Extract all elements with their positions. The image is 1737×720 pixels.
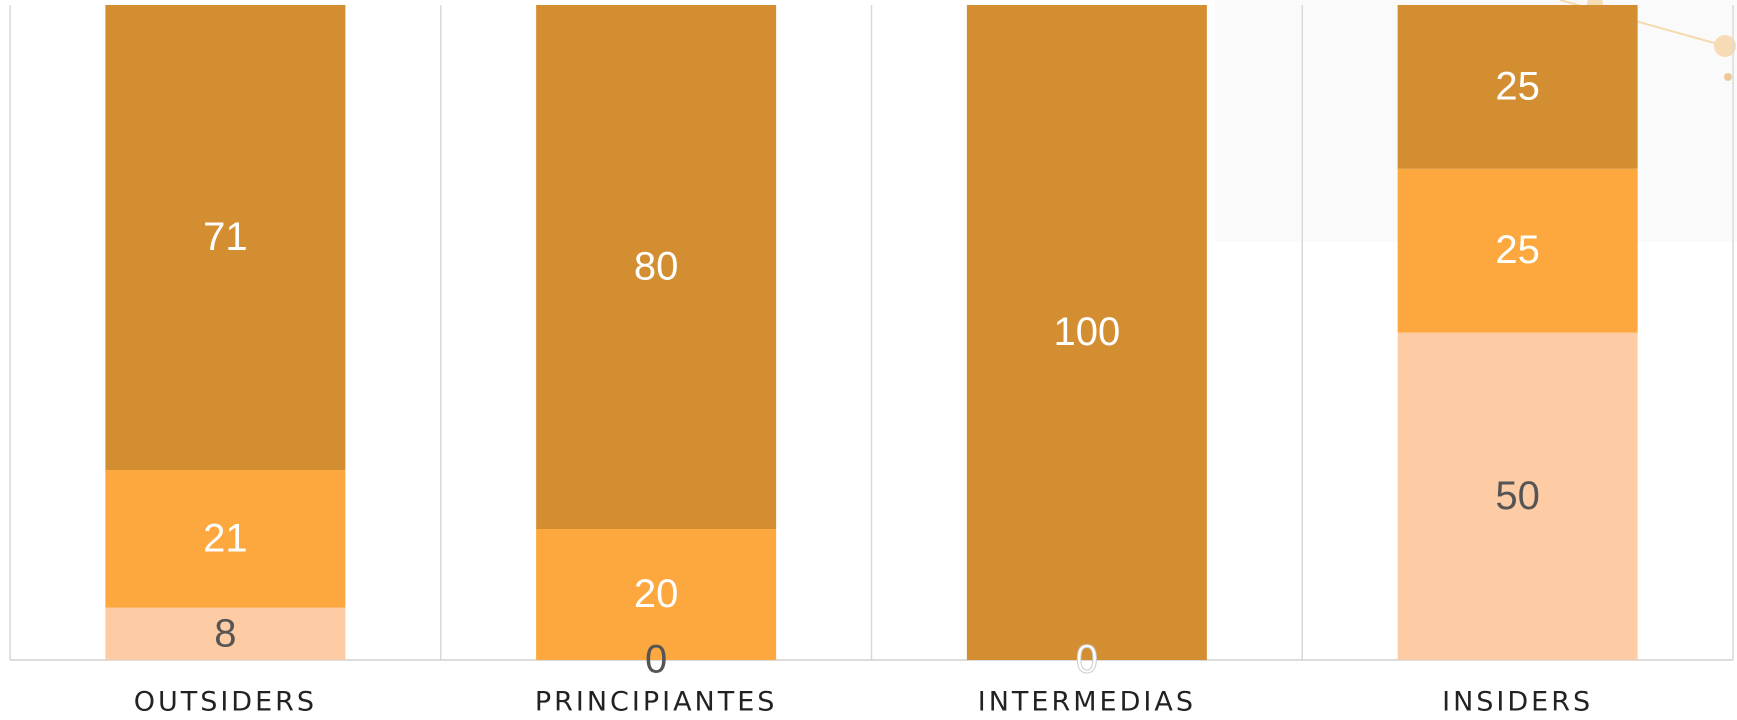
data-label: 8 [214,611,236,655]
data-label: 80 [634,245,679,289]
x-tick-label: OUTSIDERS [134,687,317,718]
chart: OUTSIDERS PRINCIPIANTES INTERMEDIAS INSIDER… [0,0,1737,720]
data-label: 100 [1054,310,1121,354]
data-label: 50 [1495,474,1540,518]
x-tick-label: INTERMEDIAS [978,687,1196,718]
x-tick-label: INSIDERS [1442,687,1593,718]
data-label: 20 [634,572,679,616]
data-label: 25 [1495,64,1540,108]
data-label: 0 [645,638,667,682]
data-label: 21 [203,516,248,560]
data-label: 25 [1495,228,1540,272]
x-tick-label: PRINCIPIANTES [535,687,778,718]
data-label: 71 [203,215,248,259]
data-label: 0 [1076,638,1098,682]
